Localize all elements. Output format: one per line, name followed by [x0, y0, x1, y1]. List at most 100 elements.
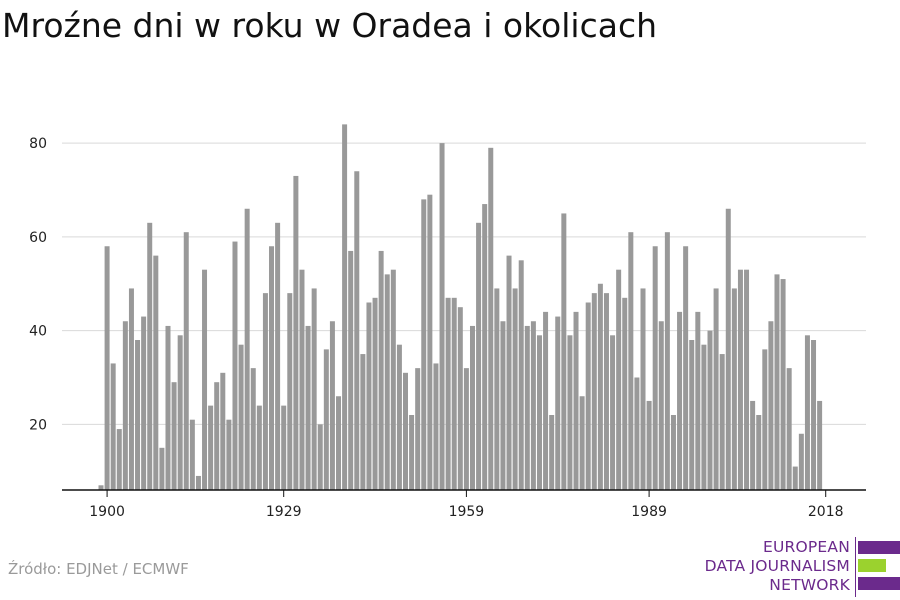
bar-1979	[585, 302, 591, 490]
bar-1904	[128, 288, 134, 490]
bar-1907	[147, 222, 153, 490]
bar-1993	[670, 415, 676, 490]
bar-1901	[110, 363, 116, 490]
bar-1970	[530, 321, 536, 490]
bar-1967	[512, 288, 518, 490]
bar-2012	[786, 368, 792, 490]
bar-1999	[707, 330, 713, 490]
bar-1905	[135, 340, 141, 490]
bar-2008	[762, 349, 768, 490]
bar-1915	[195, 475, 201, 490]
bar-1921	[232, 241, 238, 490]
bar-1933	[305, 325, 311, 490]
bar-1931	[293, 175, 299, 490]
bar-1984	[616, 269, 622, 490]
bar-1959	[463, 368, 469, 490]
bar-1917	[208, 405, 214, 490]
bar-1994	[677, 311, 683, 490]
bar-1975	[561, 213, 567, 490]
logo-bar-purple-top	[858, 541, 900, 554]
bar-1963	[488, 147, 494, 490]
bar-2011	[780, 279, 786, 490]
bar-2000	[713, 288, 719, 490]
bar-1936	[323, 349, 329, 490]
bar-1961	[476, 222, 482, 490]
bar-1989	[646, 400, 652, 490]
bar-1920	[226, 419, 232, 490]
bar-1982	[603, 293, 609, 490]
bar-1973	[549, 415, 555, 490]
bar-1957	[451, 297, 457, 490]
bar-1954	[433, 363, 439, 490]
bar-1919	[220, 372, 226, 490]
bar-1937	[329, 321, 335, 490]
source-note: Źródło: EDJNet / ECMWF	[8, 560, 189, 578]
bar-1972	[543, 311, 549, 490]
bar-1951	[415, 368, 421, 490]
x-tick-label-1929: 1929	[266, 504, 302, 520]
bar-1988	[640, 288, 646, 490]
logo-divider	[855, 537, 856, 597]
bar-1948	[396, 344, 402, 490]
bar-1976	[567, 335, 573, 490]
bar-2016	[811, 340, 817, 490]
bar-1947	[390, 269, 396, 490]
bar-1996	[689, 340, 695, 490]
bar-1955	[439, 143, 445, 490]
bar-2001	[719, 354, 725, 490]
bar-1971	[536, 335, 542, 490]
logo-bar-green	[858, 559, 886, 572]
bar-1914	[189, 419, 195, 490]
bar-2017	[817, 400, 823, 490]
logo-line-3: NETWORK	[769, 576, 850, 594]
bar-1927	[269, 246, 275, 490]
bar-2003	[731, 288, 737, 490]
bar-1995	[683, 246, 689, 490]
bar-1992	[664, 232, 670, 490]
bar-1974	[555, 316, 561, 490]
bar-1906	[141, 316, 147, 490]
bar-1966	[506, 255, 512, 490]
x-axis	[62, 489, 866, 497]
logo-line-1: EUROPEAN	[762, 538, 850, 556]
bar-1969	[524, 325, 530, 490]
bar-1925	[256, 405, 262, 490]
bar-1934	[311, 288, 317, 490]
x-tick-label-1989: 1989	[631, 504, 667, 520]
bar-1923	[244, 208, 250, 490]
bar-1903	[122, 321, 128, 490]
bar-1941	[354, 171, 360, 490]
bar-1986	[628, 232, 634, 490]
bar-1928	[275, 222, 281, 490]
x-tick-label-1959: 1959	[449, 504, 485, 520]
bar-1912	[177, 335, 183, 490]
bar-1932	[299, 269, 305, 490]
bar-2005	[744, 269, 750, 490]
bar-1998	[701, 344, 707, 490]
bar-1926	[262, 293, 268, 490]
edjnet-logo: EUROPEAN DATA JOURNALISM NETWORK	[700, 537, 900, 597]
bar-2007	[756, 415, 762, 490]
bar-1929	[281, 405, 287, 490]
bar-1953	[427, 194, 433, 490]
bar-1902	[116, 429, 122, 490]
bar-1909	[159, 447, 165, 490]
bar-1965	[500, 321, 506, 490]
bar-1968	[518, 260, 524, 490]
bar-1987	[634, 377, 640, 490]
x-tick-label-2018: 2018	[808, 504, 844, 520]
bar-1997	[695, 311, 701, 490]
bar-2015	[804, 335, 810, 490]
bar-1980	[591, 293, 597, 490]
bars	[98, 124, 823, 490]
bar-1946	[384, 274, 390, 490]
bar-1939	[342, 124, 348, 490]
bar-1983	[610, 335, 616, 490]
bar-2004	[737, 269, 743, 490]
bar-1943	[366, 302, 372, 490]
bar-1990	[652, 246, 658, 490]
y-tick-label-60: 60	[29, 230, 47, 246]
logo-bar-purple-bottom	[858, 577, 900, 590]
bar-1911	[171, 382, 177, 490]
